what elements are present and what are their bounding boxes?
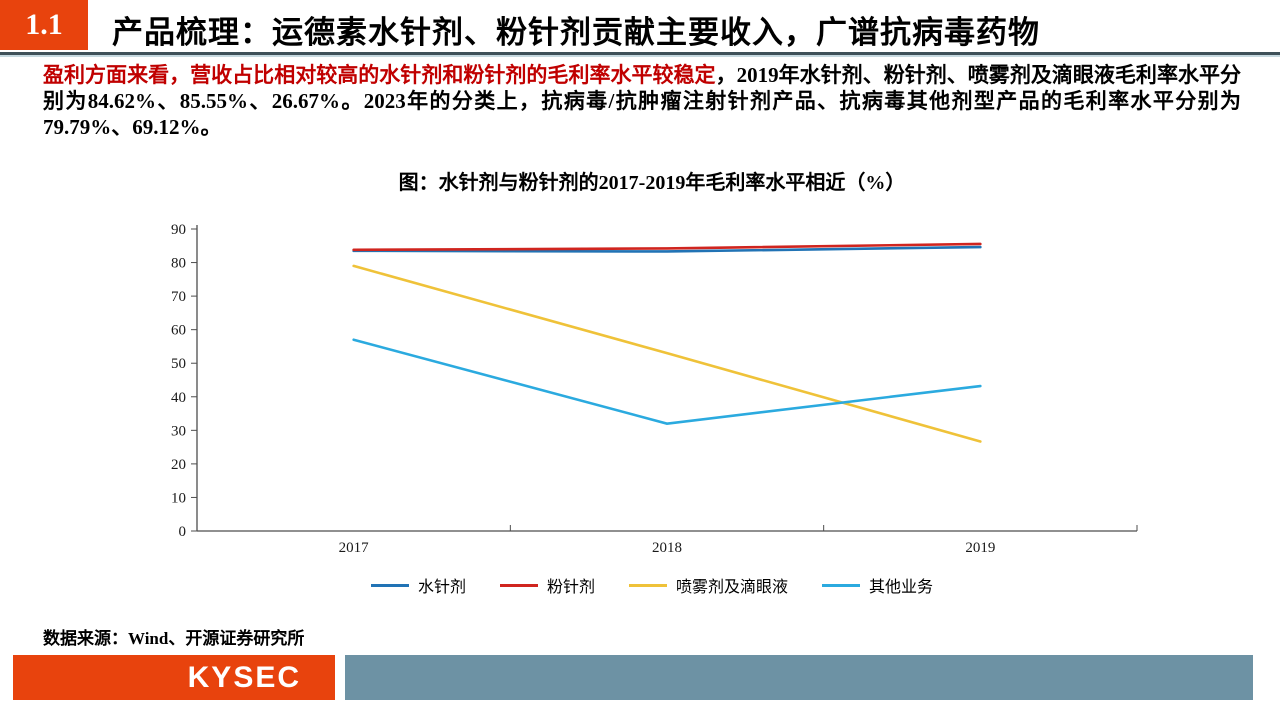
legend-swatch-icon — [822, 583, 861, 587]
data-source: 数据来源：Wind、开源证券研究所 — [43, 629, 305, 648]
x-tick-label: 2018 — [652, 540, 682, 556]
series-line-粉针剂 — [352, 242, 982, 252]
legend-item: 水针剂 — [370, 573, 466, 597]
legend-item: 粉针剂 — [499, 573, 595, 597]
y-tick-label: 50 — [171, 356, 186, 372]
y-tick-label: 90 — [171, 222, 186, 238]
footer-gray-bar — [345, 655, 1253, 700]
y-tick-label: 10 — [171, 490, 186, 506]
legend-label: 粉针剂 — [546, 579, 595, 596]
legend-label: 水针剂 — [417, 579, 466, 596]
x-tick-label: 2017 — [339, 540, 370, 556]
y-tick-label: 40 — [171, 390, 186, 406]
section-number-badge: 1.1 — [0, 0, 88, 50]
summary-paragraph: 盈利方面来看，营收占比相对较高的水针剂和粉针剂的毛利率水平较稳定，2019年水针… — [43, 62, 1241, 140]
y-tick-label: 80 — [171, 256, 186, 272]
legend-item: 其他业务 — [822, 573, 933, 597]
summary-highlight: 盈利方面来看，营收占比相对较高的水针剂和粉针剂的毛利率水平较稳定 — [43, 63, 716, 87]
page-title: 产品梳理：运德素水针剂、粉针剂贡献主要收入，广谱抗病毒药物 — [112, 15, 1040, 50]
legend-item: 喷雾剂及滴眼液 — [629, 573, 788, 597]
y-tick-label: 0 — [179, 524, 187, 540]
summary-body-text: ，2019年水针剂、粉针剂、喷雾剂及滴眼液毛利率水平分别为84.62%、85.5… — [43, 63, 1242, 139]
y-tick-label: 20 — [171, 457, 186, 473]
legend-swatch-icon — [499, 583, 538, 587]
header-divider — [0, 52, 1280, 57]
chart-title: 图：水针剂与粉针剂的2017-2019年毛利率水平相近（%） — [398, 172, 906, 194]
x-tick-label: 2019 — [965, 540, 995, 556]
series-line-喷雾剂及滴眼液 — [352, 264, 982, 443]
y-tick-label: 30 — [171, 423, 186, 439]
chart-legend: 水针剂 粉针剂 喷雾剂及滴眼液 其他业务 — [147, 573, 1157, 597]
line-chart: 0 10 20 30 40 50 60 70 80 90 2017 2018 2019 — [171, 222, 1138, 556]
legend-label: 其他业务 — [869, 579, 934, 596]
legend-swatch-icon — [370, 583, 409, 587]
series-line-水针剂 — [352, 245, 982, 253]
y-tick-label: 60 — [171, 323, 186, 339]
kysec-logo: KYSEC — [13, 655, 335, 700]
y-tick-label: 70 — [171, 289, 186, 305]
series-line-其他业务 — [352, 338, 982, 425]
legend-label: 喷雾剂及滴眼液 — [676, 579, 789, 596]
legend-swatch-icon — [629, 583, 667, 587]
